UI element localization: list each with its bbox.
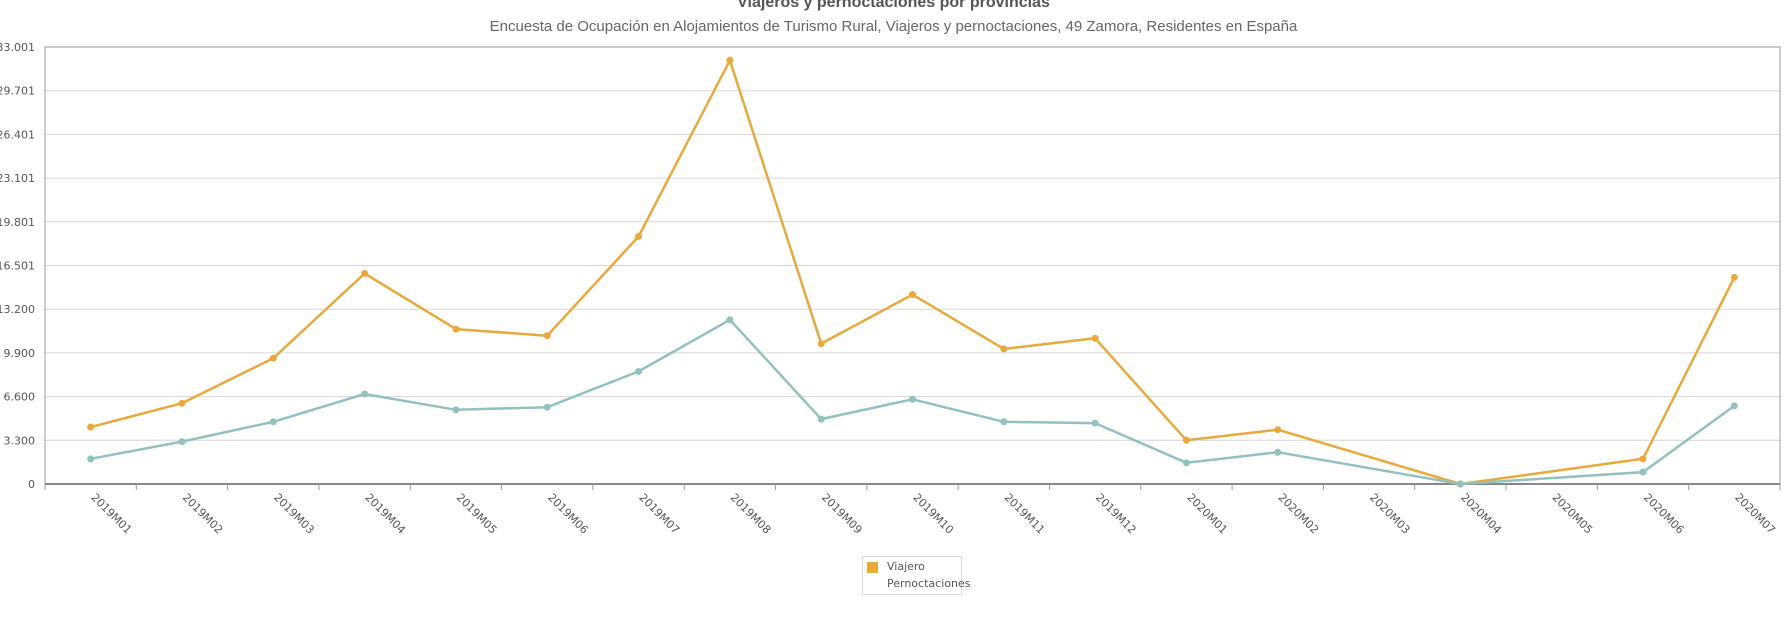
data-point[interactable] (1274, 426, 1282, 434)
x-tick-label: 2019M04 (362, 491, 408, 537)
x-tick-label: 2020M07 (1732, 491, 1778, 537)
data-point[interactable] (543, 332, 551, 340)
data-point[interactable] (87, 423, 95, 431)
y-tick-label: 19.801 (0, 216, 35, 229)
data-point[interactable] (543, 403, 551, 411)
y-tick-label: 13.200 (0, 303, 35, 316)
data-point[interactable] (1639, 468, 1647, 476)
data-point[interactable] (1182, 459, 1190, 467)
x-tick-label: 2019M11 (1002, 491, 1048, 537)
data-point[interactable] (269, 418, 277, 426)
x-tick-label: 2019M05 (454, 491, 500, 537)
chart-title: Viajeros y pernoctaciones por provincias (737, 0, 1050, 11)
x-tick-label: 2019M03 (271, 491, 317, 537)
data-point[interactable] (635, 367, 643, 375)
x-tick-label: 2019M07 (636, 491, 682, 537)
y-tick-label: 29.701 (0, 85, 35, 98)
data-point[interactable] (726, 316, 734, 324)
data-point[interactable] (817, 340, 825, 348)
data-point[interactable] (1091, 419, 1099, 427)
data-point[interactable] (1730, 273, 1738, 281)
x-tick-label: 2020M01 (1184, 491, 1230, 537)
data-point[interactable] (909, 395, 916, 403)
x-tick-label: 2019M08 (728, 491, 774, 537)
data-point[interactable] (1639, 455, 1647, 463)
data-point[interactable] (452, 406, 460, 414)
y-tick-label: 9.900 (4, 347, 36, 360)
data-point[interactable] (1274, 448, 1282, 456)
data-point[interactable] (178, 399, 186, 407)
y-tick-label: 33.001 (0, 41, 35, 54)
x-tick-label: 2019M02 (180, 491, 226, 537)
series-line-0 (90, 59, 1736, 486)
data-point[interactable] (1456, 480, 1464, 488)
y-tick-label: 16.501 (0, 260, 35, 273)
data-point[interactable] (361, 390, 369, 398)
data-point[interactable] (269, 354, 277, 362)
y-tick-label: 26.401 (0, 128, 35, 141)
data-point[interactable] (1000, 345, 1008, 353)
data-point[interactable] (1091, 334, 1099, 342)
data-point[interactable] (178, 438, 186, 446)
x-tick-label: 2020M05 (1550, 491, 1596, 537)
x-tick-label: 2020M02 (1276, 491, 1322, 537)
x-tick-label: 2019M01 (89, 491, 135, 537)
x-tick-label: 2019M10 (910, 491, 956, 537)
legend-label-pernoctaciones: Pernoctaciones (887, 577, 971, 590)
data-point[interactable] (1182, 436, 1190, 444)
y-tick-label: 0 (28, 478, 35, 491)
data-point[interactable] (452, 325, 460, 333)
legend-swatch-viajero (867, 562, 878, 573)
legend-label-viajero: Viajero (887, 560, 925, 573)
data-point[interactable] (726, 56, 734, 64)
data-point[interactable] (635, 232, 643, 240)
data-point[interactable] (361, 269, 369, 277)
x-tick-label: 2019M06 (545, 491, 591, 537)
legend: Viajero Pernoctaciones (862, 556, 970, 595)
data-point[interactable] (817, 415, 825, 423)
y-tick-label: 6.600 (4, 391, 36, 404)
data-point[interactable] (909, 291, 916, 299)
data-point[interactable] (1000, 418, 1008, 426)
x-tick-label: 2020M06 (1641, 491, 1687, 537)
y-tick-label: 23.101 (0, 172, 35, 185)
x-tick-label: 2019M09 (819, 491, 865, 537)
x-tick-label: 2020M04 (1458, 491, 1504, 537)
data-point[interactable] (87, 455, 95, 463)
x-tick-label: 2020M03 (1367, 491, 1413, 537)
data-point[interactable] (1730, 402, 1738, 410)
chart-subtitle: Encuesta de Ocupación en Alojamientos de… (489, 18, 1298, 35)
x-tick-label: 2019M12 (1093, 491, 1139, 537)
y-tick-label: 3.300 (4, 434, 36, 447)
